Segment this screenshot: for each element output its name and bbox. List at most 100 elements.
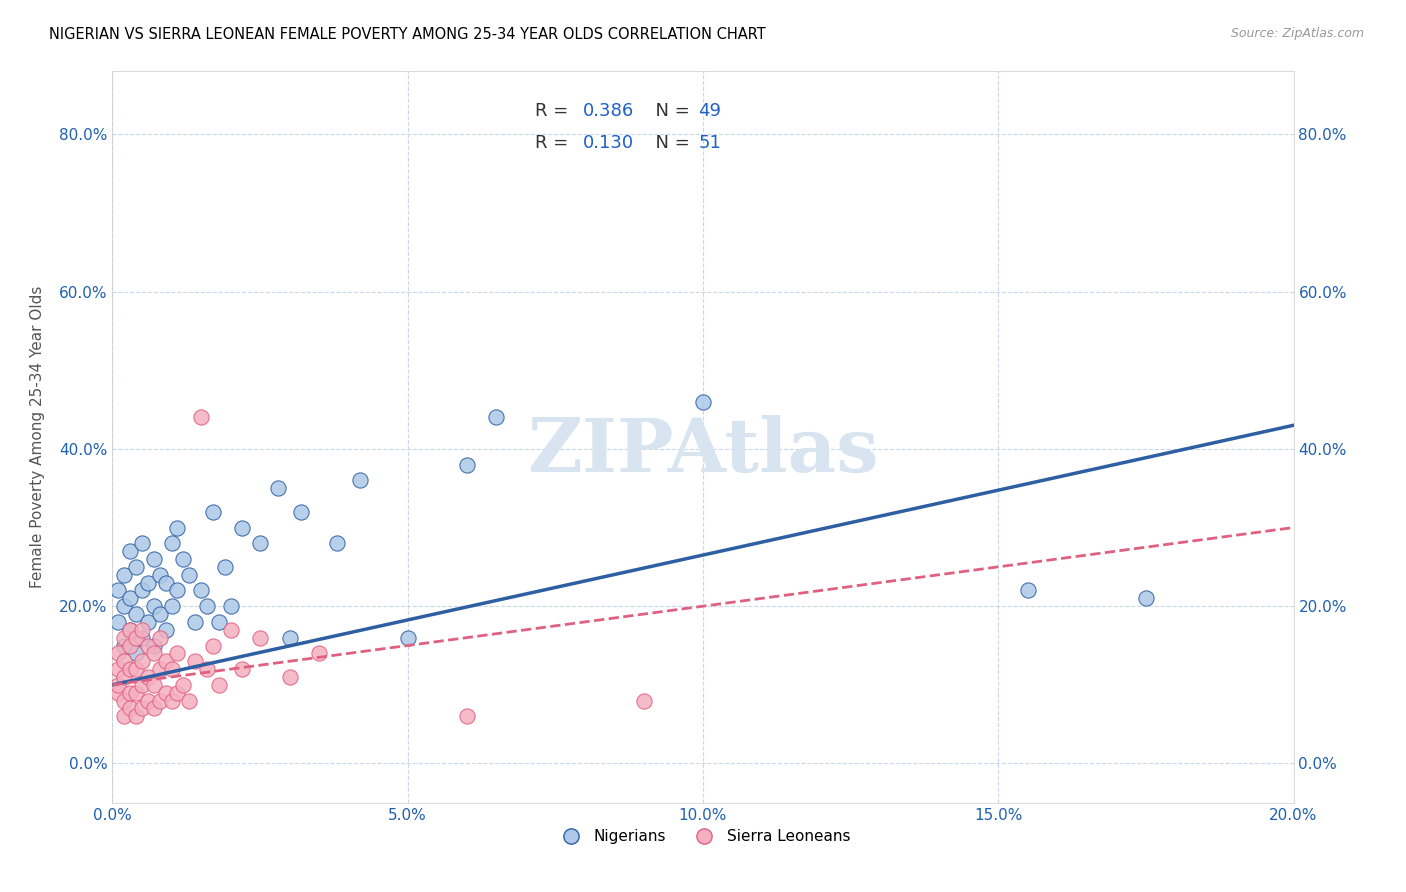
Point <box>149 631 172 645</box>
Point <box>249 536 271 550</box>
Point <box>112 709 135 723</box>
Point <box>179 693 201 707</box>
Point <box>142 639 165 653</box>
Point <box>112 567 135 582</box>
Point <box>142 646 165 660</box>
Point <box>692 394 714 409</box>
Point <box>142 552 165 566</box>
Point <box>120 623 142 637</box>
Point <box>149 567 172 582</box>
Point <box>155 623 177 637</box>
Point <box>201 639 224 653</box>
Text: 49: 49 <box>699 102 721 120</box>
Point <box>214 559 236 574</box>
Point <box>190 583 212 598</box>
Point <box>219 623 242 637</box>
Point <box>131 631 153 645</box>
Point <box>278 670 301 684</box>
Point <box>125 559 148 574</box>
Point <box>136 670 159 684</box>
Point <box>112 654 135 668</box>
Point <box>208 678 231 692</box>
Point <box>142 678 165 692</box>
Point <box>125 631 148 645</box>
Point <box>131 583 153 598</box>
Text: 51: 51 <box>699 134 721 152</box>
Point <box>456 458 478 472</box>
Point <box>112 599 135 614</box>
Legend: Nigerians, Sierra Leoneans: Nigerians, Sierra Leoneans <box>550 822 856 850</box>
Point <box>172 678 194 692</box>
Point <box>633 693 655 707</box>
Point <box>267 481 290 495</box>
Point <box>131 701 153 715</box>
Text: R =: R = <box>536 102 574 120</box>
Point <box>172 552 194 566</box>
Point <box>290 505 312 519</box>
Text: N =: N = <box>644 134 696 152</box>
Text: 0.386: 0.386 <box>582 102 634 120</box>
Y-axis label: Female Poverty Among 25-34 Year Olds: Female Poverty Among 25-34 Year Olds <box>31 286 45 588</box>
Point <box>125 607 148 621</box>
Text: 0.130: 0.130 <box>582 134 634 152</box>
Point <box>120 639 142 653</box>
Point <box>160 662 183 676</box>
Point <box>219 599 242 614</box>
Point <box>155 575 177 590</box>
Point <box>120 662 142 676</box>
Point <box>136 693 159 707</box>
Point <box>107 615 129 629</box>
Point <box>195 662 218 676</box>
Text: N =: N = <box>644 102 696 120</box>
Point <box>155 654 177 668</box>
Point <box>120 544 142 558</box>
Text: R =: R = <box>536 134 574 152</box>
Point <box>149 693 172 707</box>
Text: ZIPAtlas: ZIPAtlas <box>527 415 879 488</box>
Point <box>166 520 188 534</box>
Point <box>112 639 135 653</box>
Point <box>195 599 218 614</box>
Point <box>166 646 188 660</box>
Point <box>131 654 153 668</box>
Point <box>112 693 135 707</box>
Point <box>179 567 201 582</box>
Point <box>208 615 231 629</box>
Point <box>184 654 207 668</box>
Point <box>201 505 224 519</box>
Point <box>166 583 188 598</box>
Point <box>125 686 148 700</box>
Point <box>160 536 183 550</box>
Point <box>142 599 165 614</box>
Point <box>125 709 148 723</box>
Text: Source: ZipAtlas.com: Source: ZipAtlas.com <box>1230 27 1364 40</box>
Point <box>131 678 153 692</box>
Point <box>278 631 301 645</box>
Point <box>107 686 129 700</box>
Point <box>120 591 142 606</box>
Point <box>107 646 129 660</box>
Point <box>149 662 172 676</box>
Point <box>112 631 135 645</box>
Point <box>485 410 508 425</box>
Point <box>131 536 153 550</box>
Point <box>160 599 183 614</box>
Point <box>120 701 142 715</box>
Point <box>184 615 207 629</box>
Point <box>125 662 148 676</box>
Point <box>249 631 271 645</box>
Point <box>160 693 183 707</box>
Point <box>308 646 330 660</box>
Point <box>396 631 419 645</box>
Point <box>107 678 129 692</box>
Point <box>131 623 153 637</box>
Point <box>155 686 177 700</box>
Point <box>456 709 478 723</box>
Point <box>120 623 142 637</box>
Point <box>190 410 212 425</box>
Point <box>149 607 172 621</box>
Point <box>1135 591 1157 606</box>
Point <box>136 639 159 653</box>
Point <box>112 670 135 684</box>
Point <box>166 686 188 700</box>
